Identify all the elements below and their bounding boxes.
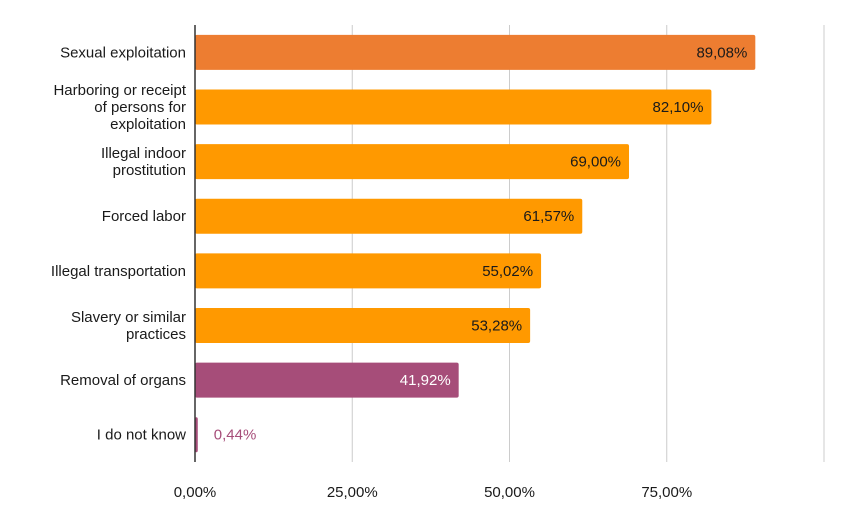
category-label: Sexual exploitation — [60, 44, 186, 61]
data-label: 69,00% — [570, 154, 621, 171]
category-label: Harboring or receipt of persons for exploi… — [53, 82, 186, 133]
data-label: 41,92% — [400, 372, 451, 389]
data-label: 89,08% — [696, 44, 747, 61]
category-label: Slavery or similar practices — [71, 309, 186, 343]
category-label: Forced labor — [102, 208, 186, 225]
bar — [195, 34, 756, 70]
bars — [195, 34, 756, 453]
category-label: Removal of organs — [60, 372, 186, 389]
data-label: 53,28% — [471, 317, 522, 334]
bar — [195, 362, 459, 398]
bar — [195, 253, 542, 289]
category-labels: Sexual exploitation Harboring or receipt o… — [51, 44, 187, 443]
data-label: 61,57% — [523, 208, 574, 225]
bar — [195, 89, 712, 125]
data-label: 0,44% — [214, 427, 257, 444]
x-axis-ticks: 0,00% 25,00% 50,00% 75,00% — [174, 484, 692, 501]
category-label: Illegal indoor prostitution — [101, 145, 186, 179]
bar — [195, 307, 531, 343]
category-label: I do not know — [97, 427, 186, 444]
x-tick-label: 75,00% — [641, 484, 692, 501]
bar — [195, 144, 630, 180]
x-tick-label: 0,00% — [174, 484, 217, 501]
x-tick-label: 50,00% — [484, 484, 535, 501]
category-label: Illegal transportation — [51, 263, 186, 280]
data-labels: 89,08% 82,10% 69,00% 61,57% 55,02% 53,28% 41,9… — [214, 44, 748, 443]
data-label: 55,02% — [482, 263, 533, 280]
x-tick-label: 25,00% — [327, 484, 378, 501]
data-label: 82,10% — [653, 99, 704, 116]
bar — [195, 198, 583, 234]
